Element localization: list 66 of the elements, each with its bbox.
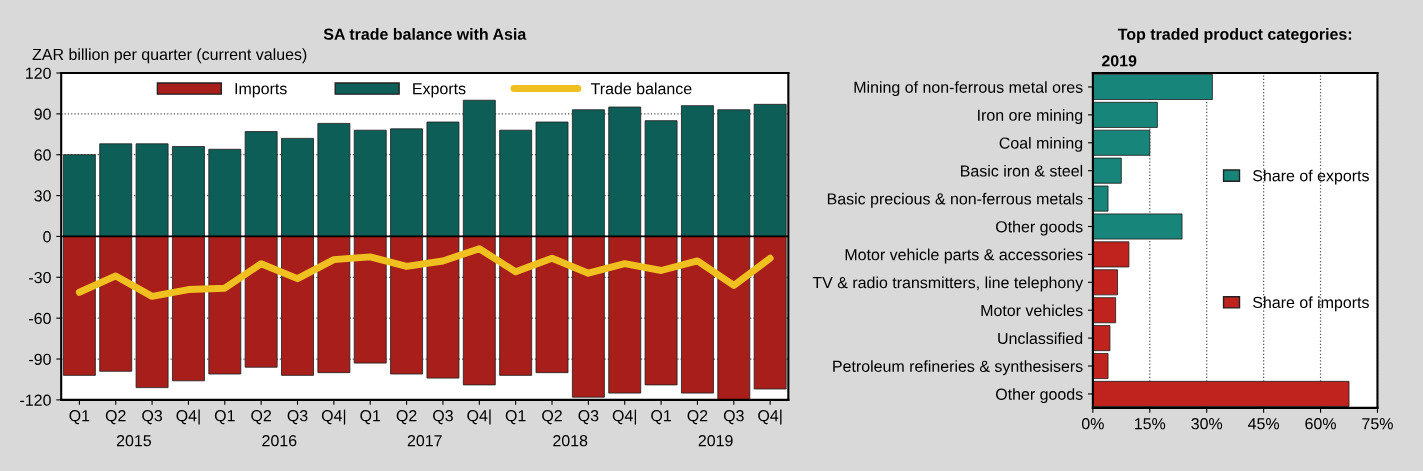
text: 2015 xyxy=(116,435,151,447)
x-tick-label: Q2 xyxy=(687,410,708,425)
x-tick-label: Q1 xyxy=(69,410,90,425)
y-tick-label: Iron ore mining xyxy=(978,109,1083,124)
y-tick-label: -90 xyxy=(29,353,51,365)
bar xyxy=(1092,353,1109,379)
bar xyxy=(1092,73,1213,100)
x-tick-label: 15% xyxy=(1135,418,1166,430)
x-tick-label: Q1 xyxy=(214,410,235,425)
y-tick-label: Unclassified xyxy=(998,332,1083,345)
x-tick-label: Q3 xyxy=(723,410,744,425)
y-tick-label: Motor vehicles xyxy=(981,304,1083,317)
x-tick-label: 30% xyxy=(1191,418,1223,430)
legend-label: Share of exports xyxy=(1253,169,1369,185)
y-tick-label: -60 xyxy=(29,312,51,325)
bar xyxy=(1092,325,1111,352)
x-tick-label: Q1 xyxy=(360,410,381,425)
x-tick-label: 0% xyxy=(1081,418,1104,430)
y-tick-label: -30 xyxy=(29,271,51,284)
x-tick-label: Q4| xyxy=(758,409,782,425)
y-tick-label: Basic iron & steel xyxy=(961,164,1083,177)
y-tick-label: Mining of non-ferrous metal ores xyxy=(854,81,1083,97)
bar xyxy=(1092,101,1158,128)
x-tick-label: 75% xyxy=(1362,418,1393,430)
x-tick-label: Q1 xyxy=(651,410,671,425)
x-tick-label: Q3 xyxy=(287,410,308,425)
x-tick-label: Q2 xyxy=(251,410,272,425)
x-tick-label: Q4| xyxy=(467,409,491,425)
x-tick-label: Q3 xyxy=(433,410,453,425)
y-axis-title: ZAR billion per quarter (current values) xyxy=(32,48,307,64)
text: 2019 xyxy=(698,435,733,447)
x-tick-label: 60% xyxy=(1305,418,1336,430)
y-tick-label: Coal mining xyxy=(999,136,1083,152)
text: 2017 xyxy=(407,435,442,447)
legend-label: Trade balance xyxy=(590,82,692,95)
legend-label: Imports xyxy=(235,83,287,98)
chart-title: Top traded product categories: xyxy=(1117,28,1352,44)
y-tick-label: Petroleum refineries & synthesisers xyxy=(833,360,1083,376)
x-tick-label: Q4| xyxy=(176,409,200,425)
y-tick-label: TV & radio transmitters, line telephony xyxy=(812,276,1084,292)
y-tick-label: Basic precious & non-ferrous metals xyxy=(827,192,1083,208)
x-tick-label: Q3 xyxy=(578,410,599,425)
legend-label: Share of imports xyxy=(1253,296,1369,312)
chart-title: SA trade balance with Asia xyxy=(323,28,527,40)
y-tick-label: Other goods xyxy=(996,388,1083,404)
x-tick-label: Q1 xyxy=(505,410,526,425)
y-tick-label: 60 xyxy=(34,149,51,161)
y-tick-label: 120 xyxy=(26,67,51,79)
x-tick-label: Q2 xyxy=(105,410,126,425)
bar xyxy=(1092,380,1350,407)
x-tick-label: Q3 xyxy=(142,410,163,425)
x-tick-label: Q2 xyxy=(542,410,562,425)
x-tick-label: Q4| xyxy=(321,409,346,425)
text: 2018 xyxy=(553,435,588,447)
x-tick-label: 45% xyxy=(1248,418,1280,430)
y-tick-label: 90 xyxy=(34,108,51,120)
x-tick-label: Q2 xyxy=(396,410,417,425)
y-tick-label: 0 xyxy=(43,231,51,243)
chart-subtitle: 2019 xyxy=(1101,55,1137,67)
y-tick-label: 30 xyxy=(34,190,51,202)
text: 2016 xyxy=(262,435,297,447)
y-tick-label: Other goods xyxy=(996,220,1083,236)
legend-label: Exports xyxy=(413,83,466,98)
y-tick-label: -120 xyxy=(20,394,51,406)
y-tick-label: Motor vehicle parts & accessories xyxy=(845,248,1083,264)
x-tick-label: Q4| xyxy=(612,409,637,425)
